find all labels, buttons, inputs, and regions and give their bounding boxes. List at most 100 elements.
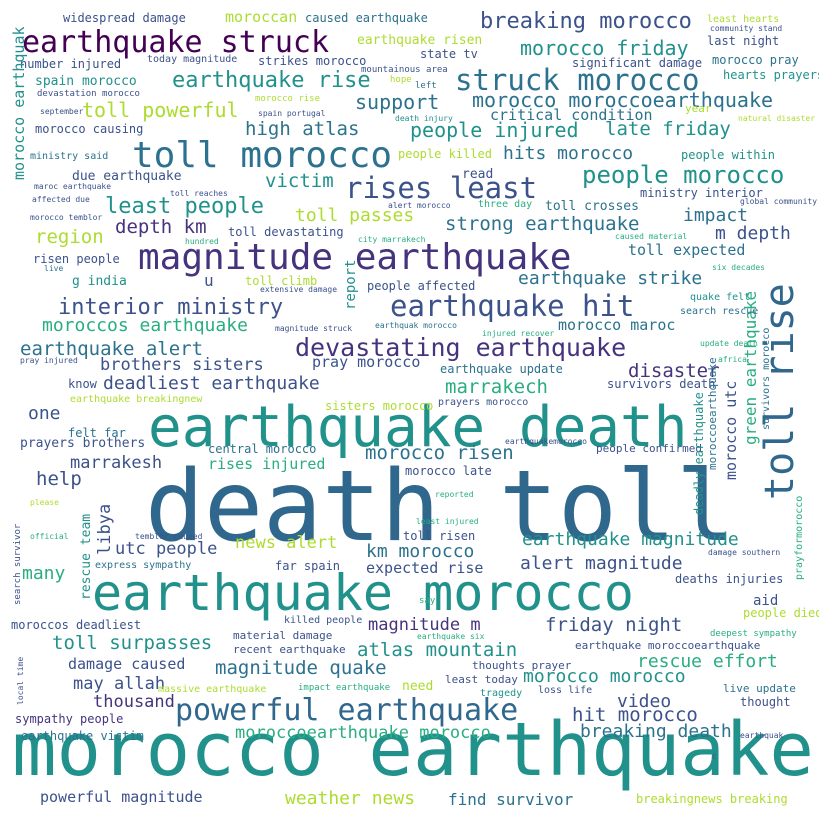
word-may-allah: may allah [73,674,166,694]
word-report: report [343,259,359,310]
word-toll-risen: toll risen [403,529,476,543]
word-depth-km: depth km [115,216,207,238]
word-alert-morocco: alert morocco [388,201,451,210]
word-video: video [617,691,672,712]
word-express-sympathy: express sympathy [95,560,192,571]
word-search-survivor: search survivor [13,523,23,605]
word-expected-rise: expected rise [366,559,484,577]
word-c: c [712,752,717,761]
word-need: need [402,679,434,694]
word-deadly-earthquake: deadly earthquake [692,392,706,515]
word-earthquake-magnitude: earthquake magnitude [522,529,739,550]
word-brothers-sisters: brothers sisters [100,355,264,375]
word-earthquak-morocco: earthquak morocco [375,321,457,330]
word-morocco-maroc: morocco maroc [558,316,676,334]
word-three-day: three day [478,199,533,210]
word-aid: aid [753,593,779,609]
word-earthquake-update: earthquake update [440,362,563,376]
word-people-injured: people injured [410,118,579,142]
word-material-damage: material damage [233,629,333,642]
word-rises-least: rises least [345,171,538,205]
word-magnitude-quake: magnitude quake [215,657,387,679]
word-hope: hope [390,75,412,85]
word-local-time: local time [16,656,25,705]
word-least-people: least people [105,194,264,219]
word-moroccos-earthquake: moroccos earthquake [42,315,248,336]
word-natural-disaster: natural disaster [738,114,816,123]
word-devastation-morocco: devastation morocco [37,89,140,99]
word-late-friday: late friday [605,118,731,140]
word-magnitude-m: magnitude m [368,615,481,635]
word-people-affected: people affected [367,279,476,293]
word-moroccoearthquake: moroccoearthquake [706,357,719,470]
word-pray-morocco: pray morocco [312,353,421,371]
word-toll-powerful: toll powerful [82,98,239,122]
word-hit-morocco: hit morocco [572,704,698,726]
word-widespread-damage: widespread damage [63,11,186,25]
word-victim: victim [265,170,334,192]
word-africa: africa [718,355,747,364]
word-say: say [419,596,436,606]
word-morocco-friday: morocco friday [520,36,689,60]
word-survivors-death: survivors death [607,377,716,391]
word-significant-damage: significant damage [572,56,703,70]
word-damage-caused: damage caused [68,655,186,673]
word-interior-ministry: interior ministry [58,295,284,320]
word-help: help [36,468,82,490]
word-extensive-damage: extensive damage [260,285,338,294]
word-g-india: g india [72,274,127,289]
word-thought: thought [740,695,791,709]
word-toll-climb: toll climb [245,274,318,288]
word-marrakech: marrakech [445,376,548,398]
word-prayformorocco: prayformorocco [794,495,805,580]
word-know: know [68,377,97,391]
word-pray-injured: pray injured [20,356,78,365]
word-hearts-prayers: hearts prayers [723,68,819,82]
word-strong-earthquake: strong earthquake [445,213,640,235]
word-morocco-utc: morocco utc [722,380,740,480]
word-earthquake-victim: earthquake victim [21,729,144,743]
word-felt-far: felt far [68,426,126,440]
word-morocco-earthquake: morocco earthquake [12,707,814,793]
word-official: official [30,532,69,541]
word-moroccan: moroccan [225,8,298,26]
word-libya: libya [95,503,115,555]
word-killed-people: killed people [284,615,363,626]
word-toll-reaches: toll reaches [170,189,228,198]
word-maroc-earthquake: maroc earthquake [34,182,112,191]
word-today-magnitude: today magnitude [147,54,238,65]
word-live-update: live update [723,682,796,695]
word-km-morocco: km morocco [366,541,475,562]
word-powerful-magnitude: powerful magnitude [40,788,203,806]
word-earthquake-struck: earthquake struck [22,25,330,60]
word-earthquake-rise: earthquake rise [172,68,371,93]
word-state-tv: state tv [420,47,478,61]
word-morocco-late: morocco late [405,464,492,478]
word-community-stand: community stand [710,24,783,33]
word-sisters-morocco: sisters morocco [325,399,434,413]
word-moroccoearthquake-morocco: moroccoearthquake morocco [235,723,491,743]
word-recent-earthquake: recent earthquake [233,643,346,656]
word-impact-earthquake: impact earthquake [298,683,391,693]
word-impact: impact [683,205,749,226]
word-reported: reported [435,490,474,499]
word-morocco-causing: morocco causing [35,122,144,136]
word-morocco-temblor: morocco temblor [30,213,103,222]
word-alert-magnitude: alert magnitude [520,553,683,574]
word-earthquakemorocco: earthquakemorocco [505,437,587,446]
word-least-today: least today [445,673,518,686]
word-prayers-brothers: prayers brothers [20,436,146,451]
word-marrakesh: marrakesh [70,453,163,473]
word-mountainous-area: mountainous area [361,65,448,75]
word-atlas-mountain: atlas mountain [357,639,518,661]
word-morocco-pray: morocco pray [712,53,799,67]
word-magnitude-struck: magnitude struck [275,324,353,333]
word-ministry-said: ministry said [30,151,109,162]
word-earthquak: earthquak [740,731,784,740]
word-due-earthquake: due earthquake [72,169,182,184]
word-people-morocco: people morocco [582,161,785,189]
word-toll-crosses: toll crosses [545,199,639,214]
word-number-injured: number injured [20,57,122,71]
word-many: many [22,563,66,584]
